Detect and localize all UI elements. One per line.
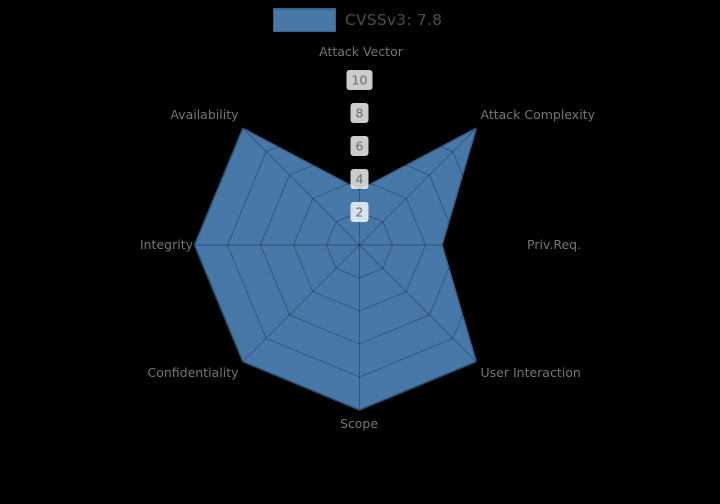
radial-tick-label: 8	[356, 106, 364, 121]
radial-tick-box	[350, 202, 369, 222]
axis-label-attack-vector: Attack Vector	[319, 44, 404, 59]
axis-label-priv-req: Priv.Req.	[527, 237, 581, 252]
axis-label-user-interaction: User Interaction	[481, 365, 581, 380]
radial-tick-label: 6	[356, 139, 364, 154]
radial-tick-label: 4	[356, 172, 364, 187]
radial-tick-box	[346, 70, 373, 90]
grid-ring	[259, 145, 460, 345]
radial-tick-label: 2	[356, 205, 364, 220]
axis-label-scope: Scope	[340, 416, 378, 431]
radial-tick-box	[350, 136, 369, 156]
grid-spoke	[359, 127, 477, 246]
axis-label-confidentiality: Confidentiality	[148, 365, 240, 380]
radial-tick-box	[350, 169, 369, 189]
radial-tick-label: 10	[352, 73, 368, 88]
grid-spoke	[359, 244, 477, 363]
legend: CVSSv3: 7.8	[273, 8, 442, 32]
axis-label-attack-complexity: Attack Complexity	[481, 107, 596, 122]
series-polygon	[193, 127, 477, 411]
axis-label-availability: Availability	[170, 107, 239, 122]
grid-ring	[325, 211, 394, 279]
legend-label: CVSSv3: 7.8	[345, 11, 443, 29]
grid-spoke	[242, 127, 360, 246]
axis-label-integrity: Integrity	[140, 237, 194, 252]
radial-tick-box	[350, 103, 369, 123]
grid-spoke	[242, 244, 360, 363]
legend-swatch	[273, 8, 336, 32]
grid-ring	[193, 79, 526, 411]
grid-ring	[292, 178, 427, 312]
grid-ring	[226, 112, 493, 378]
